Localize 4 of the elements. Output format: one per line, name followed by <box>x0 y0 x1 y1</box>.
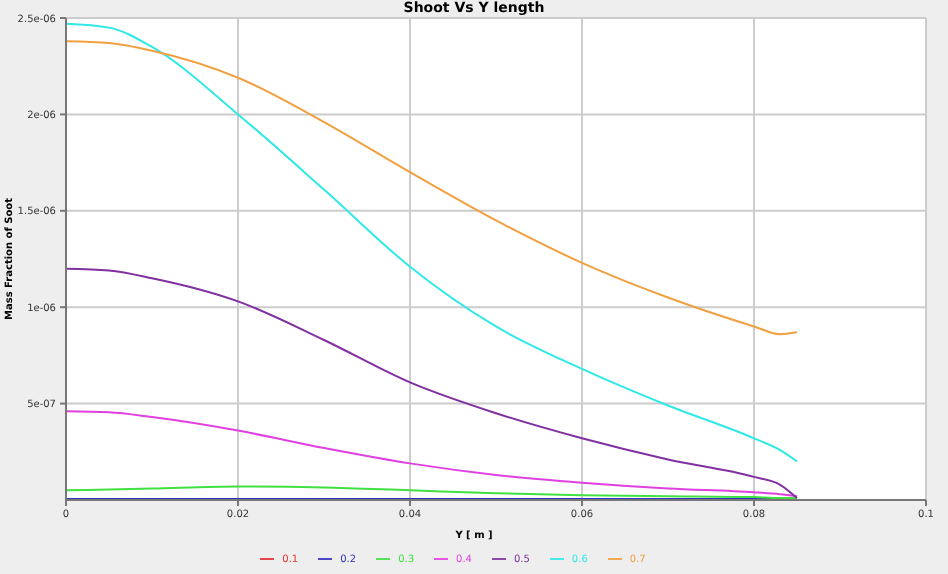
line-series <box>66 410 798 498</box>
line-series <box>66 267 798 500</box>
line-series <box>66 22 798 463</box>
line-series <box>66 40 798 336</box>
